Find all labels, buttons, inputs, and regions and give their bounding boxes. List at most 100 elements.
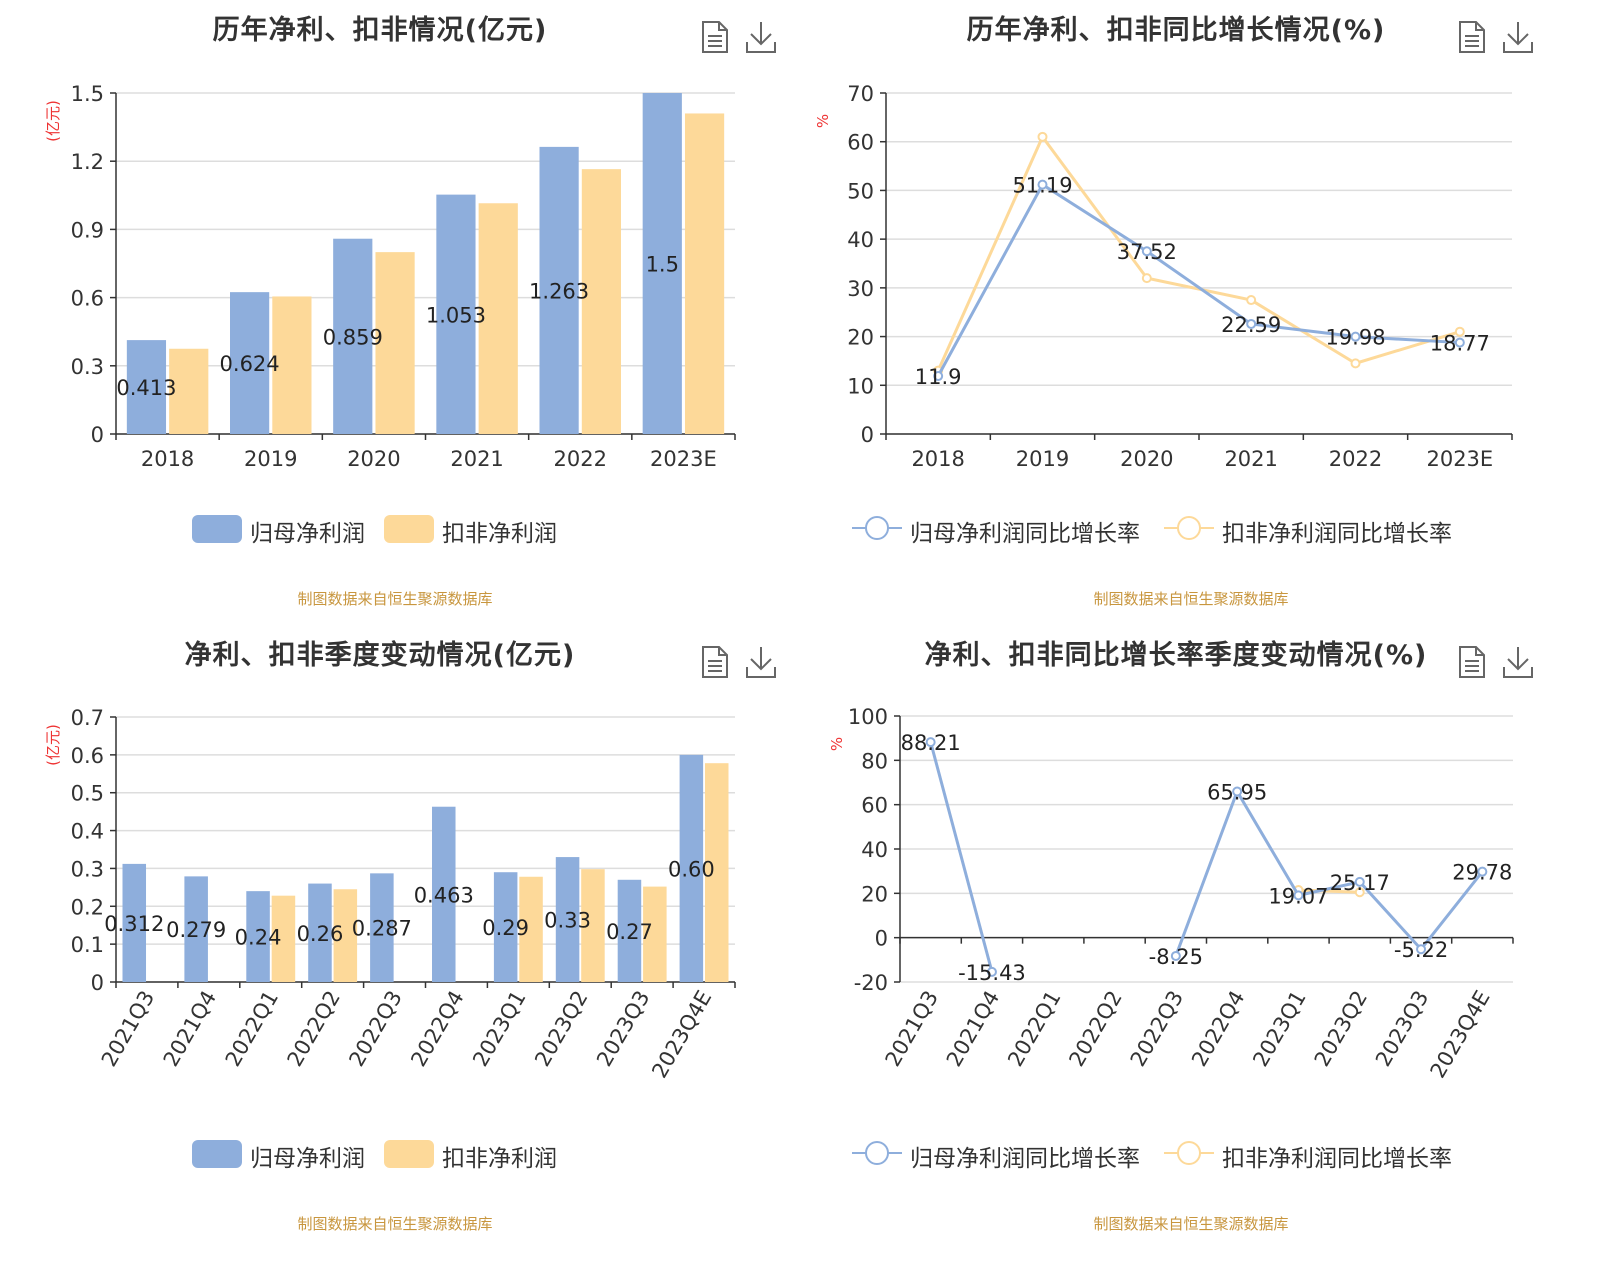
- legend-label: 归母净利润: [250, 521, 365, 547]
- legend-item-parent-growth[interactable]: 归母净利润同比增长率: [852, 1133, 1152, 1173]
- data-label: 19.98: [1325, 326, 1385, 350]
- bar-deducted-net-profit: [169, 348, 209, 434]
- legend-label: 扣非净利润: [442, 521, 557, 547]
- data-label: 0.26: [297, 922, 344, 946]
- x-tick-label: 2023E: [1426, 447, 1493, 471]
- data-label: 0.624: [220, 352, 280, 376]
- bar-parent-net-profit: [246, 891, 270, 982]
- data-label: 18.77: [1430, 332, 1490, 356]
- download-icon[interactable]: [743, 643, 779, 681]
- line-chart-annual-growth: 0 10 20 30 40 50 60 70 2018 2019 2020 2021 2022 2023E…: [814, 82, 1513, 471]
- y-tick-label: 0.4: [71, 820, 104, 844]
- download-icon[interactable]: [743, 18, 779, 56]
- point-deducted-growth: [1037, 131, 1048, 142]
- y-tick-label: 40: [861, 838, 888, 862]
- y-tick-label: 60: [861, 794, 888, 818]
- y-axis-unit-label: %: [828, 737, 846, 751]
- legend-label: 归母净利润同比增长率: [910, 1146, 1140, 1172]
- y-tick-label: 0.6: [71, 287, 104, 311]
- point-parent-growth: [1293, 890, 1304, 901]
- bar-parent-net-profit: [436, 194, 476, 434]
- y-tick-label: 10: [847, 374, 874, 398]
- y-axis-unit-label: %: [814, 114, 832, 128]
- data-view-icon[interactable]: [1454, 18, 1490, 56]
- bar-parent-net-profit: [617, 879, 642, 982]
- bar-chart-quarterly: 0 0.1 0.2 0.3 0.4 0.5 0.6 0.7 2021Q3 2021Q4 2022Q1…: [44, 706, 736, 1083]
- bar-chart-annual: 0 0.3 0.6 0.9 1.2 1.5 2018 2019 2020 2021 2022 2023…: [44, 82, 736, 471]
- y-tick-label: 0.6: [71, 744, 104, 768]
- x-tick-label: 2021Q4: [942, 987, 1004, 1071]
- x-tick-label: 2019: [1016, 447, 1069, 471]
- bar-parent-net-profit: [679, 754, 704, 982]
- bar-deducted-net-profit: [478, 203, 518, 434]
- data-source-note: 制图数据来自恒生聚源数据库: [1093, 590, 1289, 608]
- legend-item-deducted-growth[interactable]: 扣非净利润同比增长率: [1164, 508, 1474, 548]
- y-tick-label: 0.3: [71, 857, 104, 881]
- legend-item-deducted-net-profit[interactable]: 扣非净利润: [384, 1133, 564, 1173]
- data-label: 0.279: [166, 918, 226, 942]
- legend-item-deducted-net-profit[interactable]: 扣非净利润: [384, 508, 564, 548]
- point-deducted-growth: [1350, 358, 1361, 369]
- legend-item-parent-net-profit[interactable]: 归母净利润: [192, 508, 372, 548]
- y-tick-label: 0.3: [71, 355, 104, 379]
- y-tick-label: 50: [847, 179, 874, 203]
- y-tick-label: 0: [861, 423, 874, 447]
- legend-swatch: [384, 515, 434, 543]
- y-tick-label: 40: [847, 228, 874, 252]
- y-tick-label: 0.2: [71, 895, 104, 919]
- x-tick-label: 2022Q1: [221, 987, 283, 1071]
- x-tick-label: 2021: [450, 447, 503, 471]
- data-view-icon[interactable]: [1454, 643, 1490, 681]
- bar-parent-net-profit: [493, 872, 518, 982]
- data-view-icon[interactable]: [697, 643, 733, 681]
- data-label: -5.22: [1394, 938, 1448, 962]
- x-tick-label: 2023Q4E: [647, 987, 716, 1083]
- data-label: 1.053: [426, 303, 486, 327]
- chart-panel-quarterly-growth: 净利、扣非同比增长率季度变动情况(%) -20 0 20 40 60 80 100 2021Q…: [806, 625, 1612, 1255]
- bar-deducted-net-profit: [581, 169, 622, 434]
- data-label: 1.5: [646, 253, 679, 277]
- x-tick-label: 2022Q3: [1126, 987, 1188, 1071]
- x-tick-label: 2023Q3: [1371, 987, 1433, 1071]
- bar-deducted-net-profit: [581, 869, 605, 982]
- x-tick-label: 2022Q3: [344, 987, 406, 1071]
- data-label: 0.29: [482, 916, 529, 940]
- legend-item-parent-net-profit[interactable]: 归母净利润: [192, 1133, 372, 1173]
- line-chart-quarterly-growth: -200204060801002021Q32021Q42022Q12022Q22…: [828, 705, 1514, 1082]
- point-parent-growth: [1232, 786, 1243, 797]
- data-label: 1.263: [529, 279, 589, 303]
- legend: 归母净利润 扣非净利润: [0, 508, 790, 548]
- bar-deducted-net-profit: [375, 252, 415, 434]
- chart-title: 净利、扣非同比增长率季度变动情况(%): [924, 640, 1428, 671]
- y-tick-label: 100: [848, 705, 888, 729]
- legend-item-deducted-growth[interactable]: 扣非净利润同比增长率: [1164, 1133, 1474, 1173]
- data-label: 0.287: [352, 917, 412, 941]
- bar-deducted-net-profit: [684, 113, 725, 435]
- y-tick-label: 30: [847, 277, 874, 301]
- bar-parent-net-profit: [333, 238, 373, 434]
- line-parent-growth: [936, 182, 1460, 377]
- data-label: 0.33: [544, 909, 591, 933]
- point-parent-growth: [1141, 246, 1152, 257]
- data-view-icon[interactable]: [697, 18, 733, 56]
- y-tick-label: 20: [861, 882, 888, 906]
- point-parent-growth: [925, 737, 936, 748]
- data-label: 0.463: [414, 883, 474, 907]
- data-label: 25.17: [1330, 871, 1390, 895]
- legend-line-marker: [852, 516, 902, 540]
- download-icon[interactable]: [1500, 18, 1536, 56]
- point-parent-growth: [986, 966, 997, 977]
- y-tick-label: 60: [847, 131, 874, 155]
- x-tick-label: 2020: [347, 447, 400, 471]
- legend-item-parent-growth[interactable]: 归母净利润同比增长率: [852, 508, 1152, 548]
- chart-title: 历年净利、扣非情况(亿元): [212, 15, 548, 46]
- download-icon[interactable]: [1500, 643, 1536, 681]
- y-tick-label: 0.7: [71, 706, 104, 730]
- x-tick-label: 2023E: [650, 447, 717, 471]
- data-source-note: 制图数据来自恒生聚源数据库: [297, 590, 493, 608]
- y-tick-label: -20: [854, 971, 888, 995]
- legend-line-marker: [852, 1141, 902, 1165]
- data-label: 51.19: [1012, 174, 1072, 198]
- point-deducted-growth: [1454, 326, 1465, 337]
- y-tick-label: 0: [91, 423, 104, 447]
